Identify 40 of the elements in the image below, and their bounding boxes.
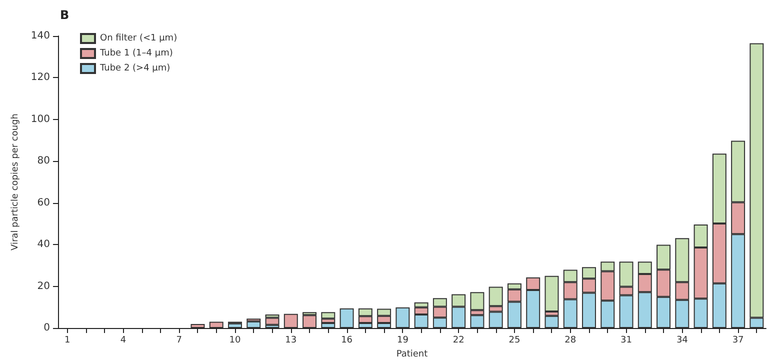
- legend-label: On filter (<1 µm): [100, 34, 178, 44]
- x-tick-label: 10: [229, 336, 241, 346]
- y-tick-label: 120: [30, 72, 50, 84]
- x-tick-label: 31: [620, 336, 632, 346]
- x-tick-label: 1: [64, 336, 70, 346]
- x-tick-label: 34: [676, 336, 688, 346]
- x-tick-label: 37: [732, 336, 744, 346]
- x-tick-label: 16: [341, 336, 353, 346]
- x-axis-title: Patient: [396, 350, 428, 360]
- x-tick-label: 7: [176, 336, 182, 346]
- bar: [340, 308, 354, 328]
- bar: [321, 322, 336, 328]
- x-tick-label: 25: [508, 336, 520, 346]
- y-tick-label: 80: [37, 156, 50, 167]
- legend-label: Tube 1 (1–4 µm): [99, 48, 173, 58]
- x-tick-label: 28: [564, 336, 576, 346]
- y-tick-label: 40: [37, 239, 50, 250]
- bar: [246, 321, 261, 328]
- y-tick-label: 20: [37, 280, 50, 292]
- bar: [209, 322, 224, 328]
- legend-label: Tube 2 (>4 µm): [99, 64, 170, 74]
- x-tick-label: 19: [396, 336, 409, 346]
- chart-title: B: [60, 8, 70, 22]
- bar: [544, 316, 559, 328]
- y-tick-label: 100: [30, 114, 50, 125]
- x-tick-label: 22: [452, 336, 464, 346]
- y-tick-label: 60: [37, 197, 50, 208]
- y-tick-label: 0: [44, 322, 50, 334]
- bar: [544, 276, 559, 312]
- y-tick-label: 140: [30, 30, 50, 42]
- bar: [190, 324, 205, 328]
- bar: [302, 315, 317, 328]
- bar: [396, 307, 410, 328]
- bar: [284, 314, 298, 328]
- x-tick-label: 13: [285, 336, 297, 346]
- x-tick-label: 4: [120, 336, 126, 346]
- bar: [228, 323, 242, 328]
- y-axis-title: Viral particle copies per cough: [10, 114, 21, 250]
- bar: [321, 312, 336, 319]
- bar: [265, 318, 280, 325]
